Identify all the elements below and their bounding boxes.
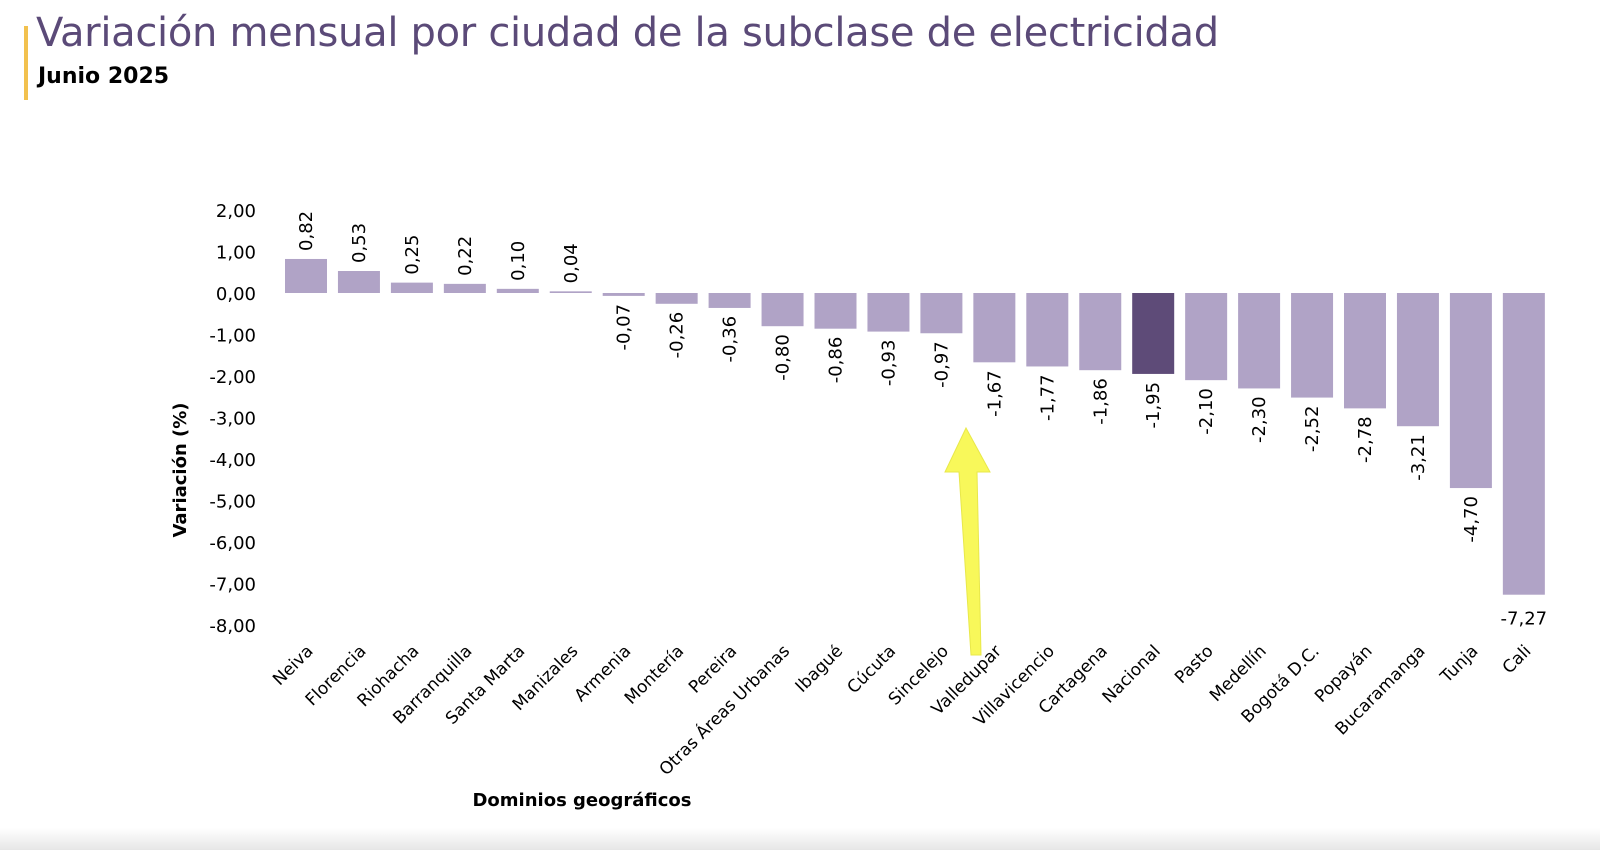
data-label: -1,86 <box>1090 378 1111 425</box>
y-tick-label: -8,00 <box>209 616 256 637</box>
data-label: -0,26 <box>667 312 688 359</box>
chart-subtitle: Junio 2025 <box>38 64 170 89</box>
bar <box>1132 293 1175 374</box>
bar <box>390 282 433 293</box>
bar <box>761 293 804 327</box>
data-label: -2,52 <box>1302 406 1323 453</box>
data-label: -1,67 <box>984 370 1005 417</box>
y-tick-label: 0,00 <box>216 284 256 305</box>
bar <box>1185 293 1228 381</box>
bar <box>655 293 698 304</box>
x-axis-title: Dominios geográficos <box>472 790 691 811</box>
data-label: -0,93 <box>878 340 899 387</box>
x-category-label: Nacional <box>1099 641 1165 707</box>
y-tick-label: -1,00 <box>209 326 256 347</box>
bar <box>708 293 751 308</box>
data-label: -7,27 <box>1501 609 1548 630</box>
data-label: 0,82 <box>296 211 317 251</box>
data-label: -0,07 <box>614 304 635 351</box>
bar <box>867 293 910 332</box>
y-tick-label: 2,00 <box>216 201 256 222</box>
bar <box>602 293 645 296</box>
y-axis: 2,00 1,00 0,00 -1,00 -2,00 -3,00 -4,00 -5,00 -6,… <box>209 201 256 637</box>
data-label: 0,25 <box>402 235 423 275</box>
x-category-label: Pasto <box>1171 641 1218 688</box>
x-category-label: Ibagué <box>792 641 847 696</box>
data-label: -2,78 <box>1355 416 1376 463</box>
data-label: 0,22 <box>455 236 476 276</box>
bar <box>285 258 327 293</box>
data-label: -2,30 <box>1249 396 1270 443</box>
x-axis-categories: NeivaFlorenciaRiohachaBarranquillaSanta … <box>269 640 1535 780</box>
data-label: 0,53 <box>349 223 370 263</box>
bar <box>1026 293 1069 367</box>
x-category-label: Neiva <box>269 641 317 689</box>
data-label: -0,36 <box>720 316 741 363</box>
data-label: -4,70 <box>1461 496 1482 543</box>
bar <box>920 293 963 334</box>
bar <box>1238 293 1281 389</box>
bar <box>1344 293 1386 409</box>
bar <box>443 283 486 293</box>
data-label: 0,04 <box>561 243 582 283</box>
data-label: -0,86 <box>826 337 847 384</box>
bar <box>1502 293 1545 595</box>
data-label: 0,10 <box>508 241 529 281</box>
y-tick-label: -6,00 <box>209 533 256 554</box>
y-axis-title: Variación (%) <box>170 402 191 537</box>
bar <box>1079 293 1122 371</box>
data-label: -0,97 <box>931 341 952 388</box>
y-tick-label: 1,00 <box>216 243 256 264</box>
bars <box>285 258 1545 595</box>
data-label: -3,21 <box>1408 434 1429 481</box>
bar <box>1396 293 1439 427</box>
bar <box>1291 293 1334 398</box>
bar <box>973 293 1016 363</box>
bar <box>1449 293 1492 489</box>
window-bottom-edge <box>0 828 1600 850</box>
y-tick-label: -4,00 <box>209 450 256 471</box>
y-tick-label: -5,00 <box>209 492 256 513</box>
y-tick-label: -3,00 <box>209 409 256 430</box>
arrow-icon <box>944 426 991 656</box>
data-label: -1,77 <box>1037 374 1058 421</box>
y-tick-label: -7,00 <box>209 575 256 596</box>
bar <box>496 288 539 293</box>
x-category-label: Tunja <box>1436 641 1482 687</box>
data-labels: 0,82 0,53 0,25 0,22 0,10 0,04 -0,07 -0,26 -0,36 -… <box>296 211 1547 630</box>
bar <box>337 271 380 293</box>
data-label: -2,10 <box>1196 388 1217 435</box>
x-category-label: Bucaramanga <box>1331 641 1429 739</box>
chart-title: Variación mensual por ciudad de la subcl… <box>36 10 1219 56</box>
data-label: -0,80 <box>773 334 794 381</box>
annotation-arrow <box>944 426 991 656</box>
title-accent-line <box>24 26 28 100</box>
data-label: -1,95 <box>1143 382 1164 429</box>
bar <box>814 293 857 329</box>
y-tick-label: -2,00 <box>209 367 256 388</box>
bar <box>549 291 592 293</box>
x-category-label: Cali <box>1499 641 1536 678</box>
